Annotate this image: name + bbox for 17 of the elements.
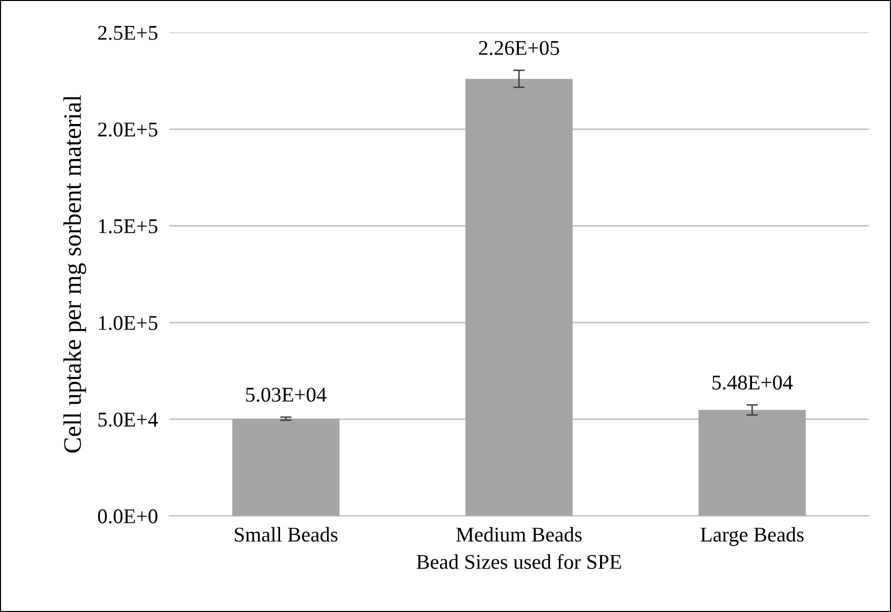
y-tick-label: 0.0E+0 xyxy=(98,509,158,524)
bar xyxy=(698,410,806,516)
x-tick-label: Large Beads xyxy=(700,527,804,546)
x-axis-title: Bead Sizes used for SPE xyxy=(416,554,621,569)
data-label: 5.48E+04 xyxy=(712,376,793,390)
data-label: 2.26E+05 xyxy=(479,40,560,56)
x-tick-label: Medium Beads xyxy=(456,527,582,542)
y-axis-title: Cell uptake per mg sorbent material xyxy=(63,95,86,453)
y-tick-label: 5.0E+4 xyxy=(98,412,158,427)
y-tick-label: 2.0E+5 xyxy=(98,122,158,137)
x-tick-label: Small Beads xyxy=(234,527,338,542)
y-tick-label: 2.5E+5 xyxy=(98,26,158,40)
y-tick-label: 1.0E+5 xyxy=(99,316,158,330)
data-label: 5.03E+04 xyxy=(246,388,326,402)
bar xyxy=(232,418,340,516)
y-tick-label: 1.5E+5 xyxy=(99,219,158,234)
bar xyxy=(465,78,573,516)
